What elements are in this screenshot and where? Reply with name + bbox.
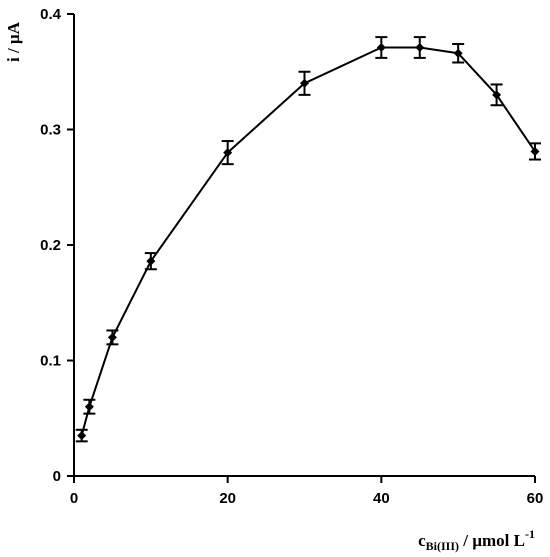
y-tick-label: 0.3 [40, 122, 61, 139]
plot-area: 0 0.1 0.2 0.3 0.4 0 20 40 60 [40, 6, 543, 507]
data-point [146, 256, 156, 266]
series-line [80, 46, 536, 436]
y-tick-label: 0.1 [40, 353, 61, 370]
y-tick-label: 0.4 [40, 6, 62, 23]
x-axis-title-sup: -1 [525, 527, 535, 541]
x-axis-title-rest: / µmol L [459, 531, 525, 550]
x-axis-title-main: c [418, 531, 426, 550]
x-axis-title-sub: Bi(III) [426, 539, 459, 553]
x-tick-label: 40 [373, 490, 390, 507]
data-point [530, 146, 540, 156]
data-point [77, 431, 87, 441]
data-point [453, 48, 463, 58]
data-point [223, 148, 233, 158]
data-point [376, 42, 386, 52]
y-tick-label: 0.2 [40, 237, 61, 254]
x-tick-label: 0 [70, 490, 78, 507]
data-point [300, 78, 309, 88]
y-axis-title: i / µA [4, 21, 23, 62]
data-point [415, 42, 425, 52]
x-axis-title: cBi(III) / µmol L-1 [418, 527, 535, 553]
y-tick-label: 0 [53, 468, 61, 485]
x-tick-label: 60 [527, 490, 544, 507]
x-tick-label: 20 [219, 490, 236, 507]
data-point [84, 402, 94, 412]
data-point [107, 332, 117, 342]
data-point [492, 90, 502, 100]
